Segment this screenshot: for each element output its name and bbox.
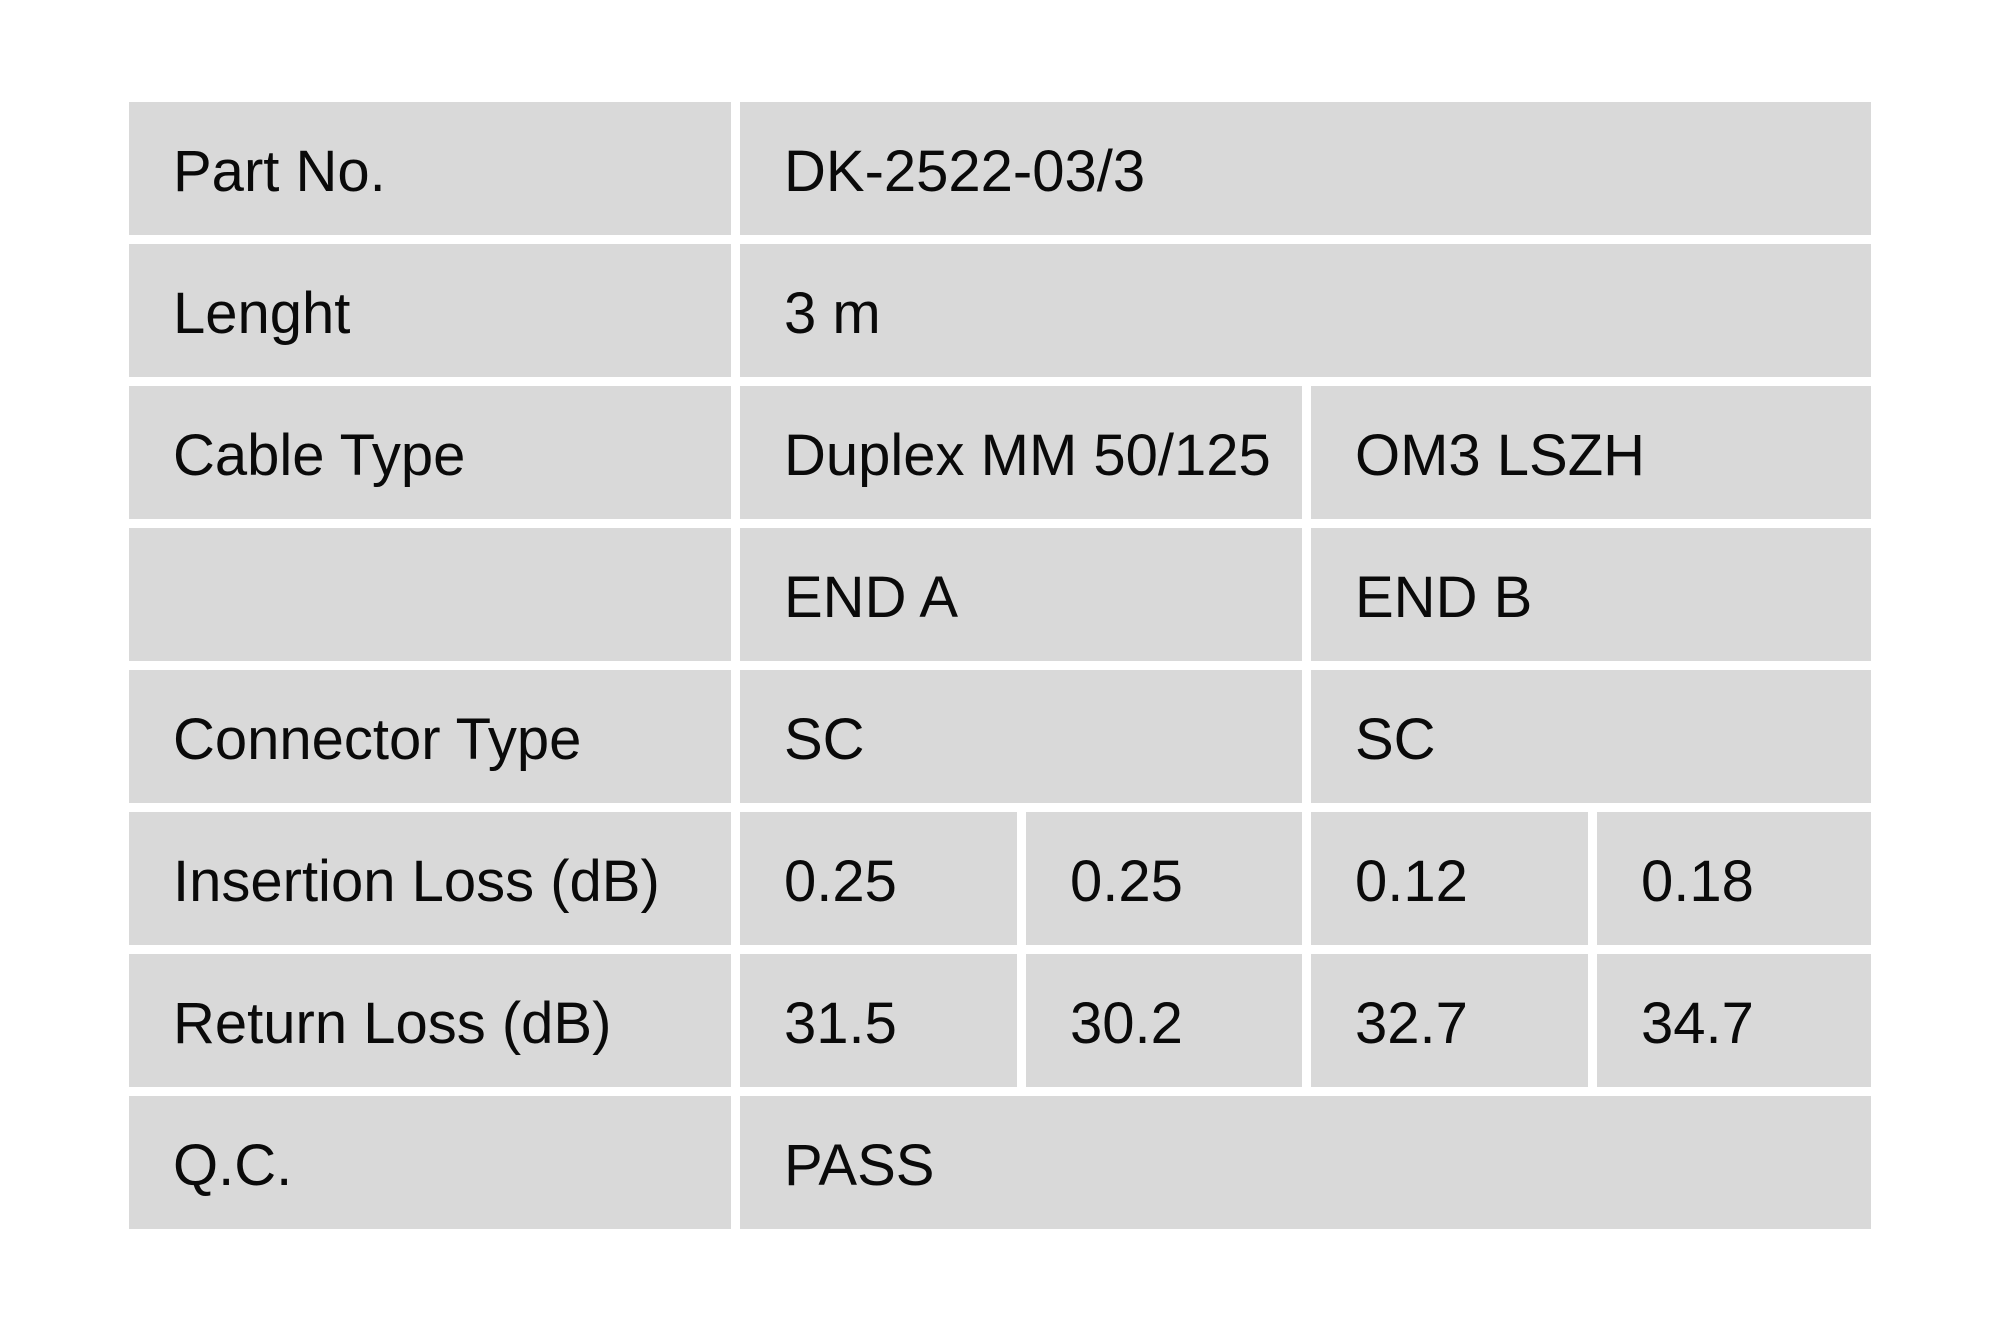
value-return-loss-b1: 32.7 [1311, 954, 1588, 1087]
header-end-a: END A [740, 528, 1302, 661]
value-length: 3 m [740, 244, 1871, 377]
value-insertion-loss-b1: 0.12 [1311, 812, 1588, 945]
value-insertion-loss-a1: 0.25 [740, 812, 1017, 945]
value-connector-end-b: SC [1311, 670, 1871, 803]
value-part-no: DK-2522-03/3 [740, 102, 1871, 235]
value-connector-end-a: SC [740, 670, 1302, 803]
value-insertion-loss-b2: 0.18 [1597, 812, 1871, 945]
value-return-loss-a2: 30.2 [1026, 954, 1302, 1087]
value-qc-status: PASS [740, 1096, 1871, 1229]
row-label-insertion-loss: Insertion Loss (dB) [129, 812, 731, 945]
value-insertion-loss-a2: 0.25 [1026, 812, 1302, 945]
row-label-connector-type: Connector Type [129, 670, 731, 803]
spec-table: Part No. DK-2522-03/3 Lenght 3 m Cable T… [129, 102, 1871, 1229]
value-cable-type-2: OM3 LSZH [1311, 386, 1871, 519]
value-return-loss-b2: 34.7 [1597, 954, 1871, 1087]
row-label-part-no: Part No. [129, 102, 731, 235]
value-cable-type-1: Duplex MM 50/125 [740, 386, 1302, 519]
row-label-return-loss: Return Loss (dB) [129, 954, 731, 1087]
row-label-length: Lenght [129, 244, 731, 377]
value-return-loss-a1: 31.5 [740, 954, 1017, 1087]
row-label-cable-type: Cable Type [129, 386, 731, 519]
header-end-b: END B [1311, 528, 1871, 661]
row-label-qc: Q.C. [129, 1096, 731, 1229]
row-label-empty [129, 528, 731, 661]
